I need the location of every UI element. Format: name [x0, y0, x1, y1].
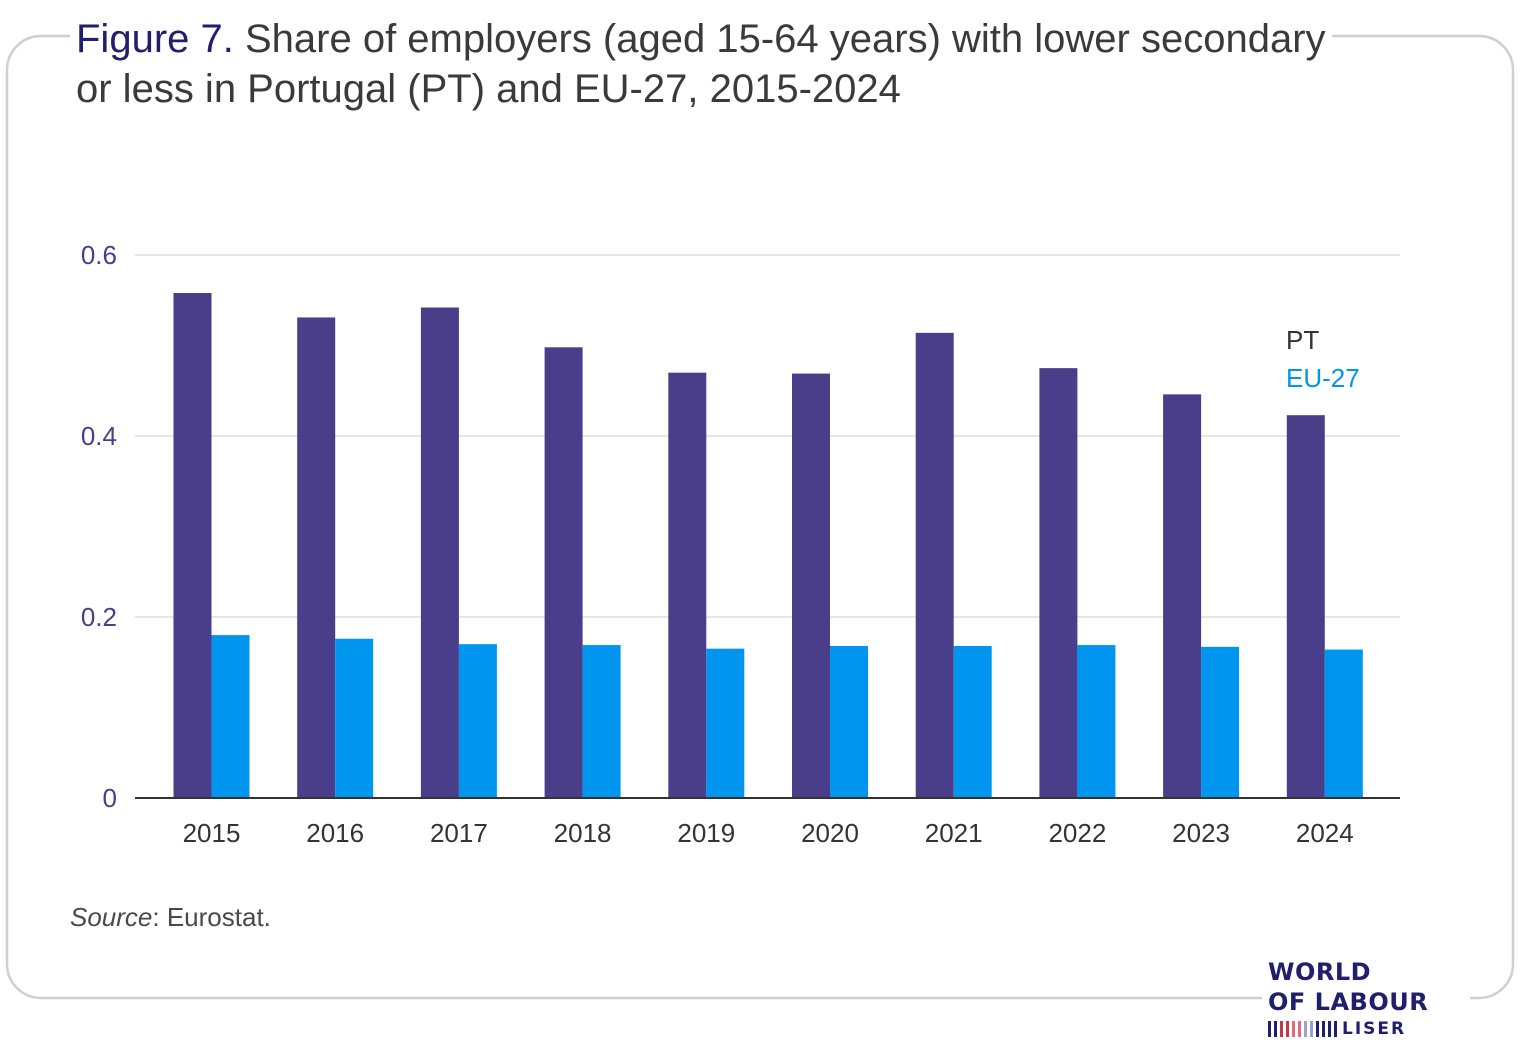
eu27-bar-2016	[335, 638, 374, 798]
y-tick-label: 0.6	[81, 240, 117, 270]
y-tick-label: 0.2	[81, 602, 117, 632]
y-tick-label: 0.4	[81, 421, 117, 451]
logo-line-2: OF LABOUR	[1268, 988, 1429, 1016]
pt-bar-2021	[915, 332, 954, 798]
pt-bar-2016	[297, 317, 336, 798]
source-text: : Eurostat.	[152, 902, 271, 932]
legend-eu27: EU-27	[1286, 363, 1360, 393]
eu27-bar-2020	[830, 645, 868, 798]
y-tick-label: 0	[103, 783, 117, 813]
x-axis-ticks: 2015 2016 2017 2018 2019 2020 2021 2022 2023 2024	[183, 818, 1354, 848]
pt-bar-2024	[1286, 415, 1325, 798]
eu27-bar-2015	[211, 635, 250, 798]
eu27-bar-2023	[1201, 646, 1240, 798]
eu27-bar-2019	[706, 648, 745, 798]
pt-bar-2020	[792, 373, 830, 798]
pt-bar-2015	[173, 293, 212, 798]
world-of-labour-logo: WORLD OF LABOUR LISER	[1262, 955, 1470, 1041]
pt-bar-2023	[1163, 394, 1202, 798]
eu27-bar-2018	[582, 645, 621, 798]
figure-label: Figure 7.	[76, 17, 234, 61]
legend: PT EU-27	[1286, 325, 1360, 393]
logo-line-1: WORLD	[1268, 958, 1372, 986]
x-tick-label: 2018	[554, 818, 612, 848]
eu27-bar-2017	[458, 644, 497, 798]
source-note: Source: Eurostat.	[70, 902, 271, 933]
logo-line-3-text: LISER	[1342, 1019, 1407, 1039]
bars	[135, 293, 1400, 799]
x-tick-label: 2015	[183, 818, 241, 848]
chart-title: Figure 7. Share of employers (aged 15-64…	[70, 14, 1332, 114]
x-tick-label: 2016	[306, 818, 364, 848]
x-tick-label: 2022	[1048, 818, 1106, 848]
title-text: Share of employers (aged 15-64 years) wi…	[76, 17, 1326, 111]
source-label: Source	[70, 902, 153, 932]
logo-line-3: LISER	[1268, 1017, 1464, 1041]
legend-pt: PT	[1286, 325, 1319, 355]
eu27-bar-2021	[953, 645, 992, 798]
x-tick-label: 2024	[1296, 818, 1354, 848]
x-tick-label: 2023	[1172, 818, 1230, 848]
eu27-bar-2024	[1324, 649, 1363, 798]
x-tick-label: 2017	[430, 818, 488, 848]
pt-bar-2019	[668, 372, 707, 798]
pt-bar-2022	[1039, 368, 1078, 798]
y-axis-ticks: 0 0.2 0.4 0.6	[81, 240, 117, 813]
x-tick-label: 2021	[925, 818, 983, 848]
pt-bar-2017	[420, 307, 459, 798]
pt-bar-2018	[544, 347, 583, 798]
eu27-bar-2022	[1077, 645, 1116, 798]
logo-bars-icon	[1268, 1020, 1340, 1038]
x-tick-label: 2019	[677, 818, 735, 848]
x-tick-label: 2020	[801, 818, 859, 848]
